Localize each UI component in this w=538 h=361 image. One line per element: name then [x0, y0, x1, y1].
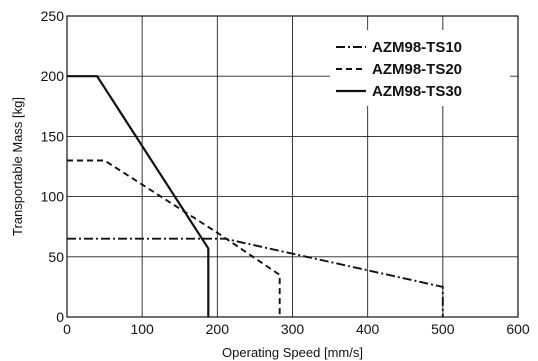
x-axis-label: Operating Speed [mm/s] [222, 345, 363, 360]
series-line-azm98-ts10 [67, 237, 444, 317]
series-line-azm98-ts20 [67, 159, 281, 317]
axis-ticks: 0 100 200 300 400 500 600 0 50 100 150 200 250 [41, 8, 530, 337]
y-tick-label: 100 [41, 189, 65, 205]
y-tick-label: 0 [56, 309, 64, 325]
x-tick-label: 500 [431, 321, 455, 337]
series-lines [67, 75, 444, 317]
y-axis-label: Transportable Mass [kg] [10, 97, 25, 236]
x-tick-label: 200 [206, 321, 230, 337]
plot-area-border [66, 15, 519, 318]
y-tick-label: 250 [41, 8, 65, 24]
y-tick-label: 200 [41, 68, 65, 84]
x-tick-label: 400 [356, 321, 380, 337]
legend-label: AZM98-TS30 [372, 83, 462, 100]
x-tick-label: 0 [63, 321, 71, 337]
y-tick-label: 150 [41, 128, 65, 144]
x-tick-label: 600 [506, 321, 530, 337]
x-tick-label: 100 [130, 321, 154, 337]
legend-label: AZM98-TS10 [372, 39, 462, 56]
series-line-azm98-ts30 [67, 75, 210, 317]
legend-background [330, 30, 510, 106]
y-tick-label: 50 [48, 249, 64, 265]
legend-label: AZM98-TS20 [372, 61, 462, 78]
legend: AZM98-TS10 AZM98-TS20 AZM98-TS30 [330, 30, 510, 106]
x-tick-label: 300 [281, 321, 305, 337]
